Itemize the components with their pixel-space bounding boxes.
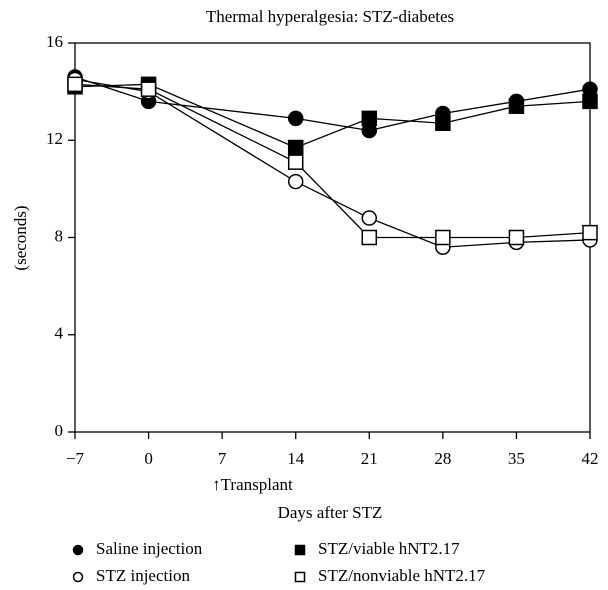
x-tick-label: 7 <box>218 449 227 468</box>
annotation: ↑Transplant <box>212 475 293 494</box>
marker <box>361 229 378 246</box>
x-axis-label: Days after STZ <box>278 503 383 522</box>
marker <box>287 154 304 170</box>
marker <box>582 224 598 241</box>
marker <box>361 210 378 226</box>
marker <box>508 229 525 246</box>
chart-title: Thermal hyperalgesia: STZ-diabetes <box>206 7 454 26</box>
x-tick-label: 42 <box>582 449 599 468</box>
marker <box>508 98 525 114</box>
x-tick-label: 35 <box>508 449 525 468</box>
marker <box>435 115 451 131</box>
legend-marker <box>294 544 306 556</box>
y-tick-label: 8 <box>55 226 64 245</box>
legend-label: STZ/viable hNT2.17 <box>318 539 460 558</box>
marker <box>582 93 598 110</box>
x-tick-label: 21 <box>361 449 378 468</box>
legend-marker <box>72 544 84 556</box>
x-tick-label: 0 <box>144 449 153 468</box>
legend-marker <box>72 571 84 583</box>
marker <box>435 229 451 246</box>
y-tick-label: 16 <box>46 32 63 51</box>
y-tick-label: 12 <box>46 129 63 148</box>
y-tick-label: 0 <box>55 421 64 440</box>
marker <box>287 173 304 190</box>
legend-label: Saline injection <box>96 539 203 558</box>
x-tick-label: 14 <box>287 449 305 468</box>
marker <box>67 76 83 93</box>
x-tick-label: 28 <box>434 449 451 468</box>
marker <box>361 110 378 127</box>
legend-marker <box>294 571 306 583</box>
marker <box>287 139 304 156</box>
legend-label: STZ/nonviable hNT2.17 <box>318 566 486 585</box>
marker <box>287 110 304 127</box>
marker <box>140 81 157 97</box>
legend-label: STZ injection <box>96 566 190 585</box>
x-tick-label: −7 <box>66 449 85 468</box>
y-tick-label: 4 <box>55 324 64 343</box>
y-axis-label: (seconds) <box>11 205 30 270</box>
